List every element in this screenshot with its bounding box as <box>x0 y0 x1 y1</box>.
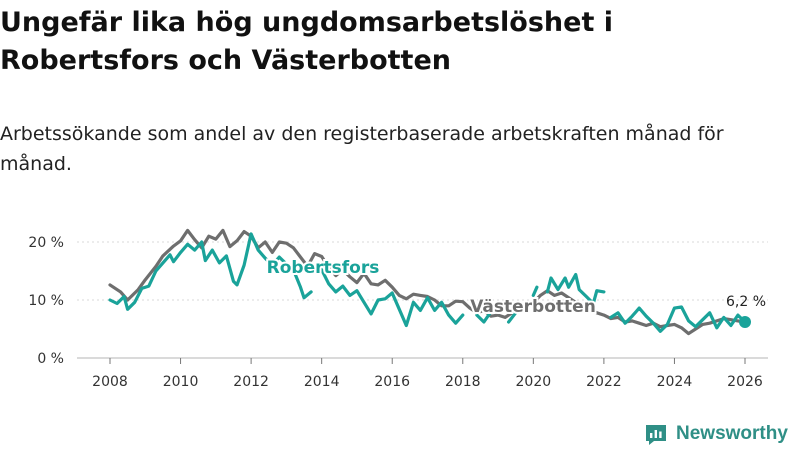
series-line-robertsfors <box>108 232 313 311</box>
chart-subtitle: Arbetssökande som andel av den registerb… <box>0 123 724 175</box>
series-line-robertsfors <box>320 268 465 328</box>
series-label-robertsfors: Robertsfors <box>267 258 380 278</box>
x-tick-label: 2018 <box>445 374 481 390</box>
y-tick-label: 20 % <box>28 235 64 251</box>
label-layer: Västerbotten Robertsfors 6,2 % <box>265 256 766 319</box>
x-tick-label: 2010 <box>163 374 199 390</box>
end-point-marker <box>739 316 751 329</box>
series-line-robertsfors <box>507 311 518 324</box>
grid-layer <box>77 241 768 359</box>
axis-layer: 0 % 10 % 20 % 2008 2010 2012 2014 2016 2018 2020 2… <box>28 235 762 390</box>
series-label-vasterbotten: Västerbotten <box>470 297 596 317</box>
series-line-robertsfors <box>475 310 493 324</box>
x-tick-label: 2020 <box>516 374 552 390</box>
x-tick-label: 2016 <box>374 374 410 390</box>
chart-title: Ungefär lika hög ungdomsarbetslöshet i R… <box>0 7 614 76</box>
series-layer <box>108 228 751 336</box>
newsworthy-logo-icon <box>646 425 666 445</box>
brand-logo: Newsworthy <box>644 420 788 448</box>
y-tick-label: 0 % <box>37 351 64 367</box>
end-value-label: 6,2 % <box>726 294 766 310</box>
x-tick-label: 2008 <box>92 374 128 390</box>
x-tick-label: 2022 <box>586 374 622 390</box>
series-line-robertsfors <box>531 285 539 297</box>
x-tick-label: 2014 <box>304 374 340 390</box>
series-line-robertsfors <box>545 272 606 306</box>
x-tick-label: 2012 <box>233 374 269 390</box>
series-line-robertsfors <box>609 305 747 333</box>
series-line-vasterbotten <box>108 228 747 336</box>
brand-name: Newsworthy <box>676 423 788 444</box>
y-tick-label: 10 % <box>28 293 64 309</box>
x-tick-label: 2024 <box>657 374 693 390</box>
x-tick-label: 2026 <box>727 374 763 390</box>
